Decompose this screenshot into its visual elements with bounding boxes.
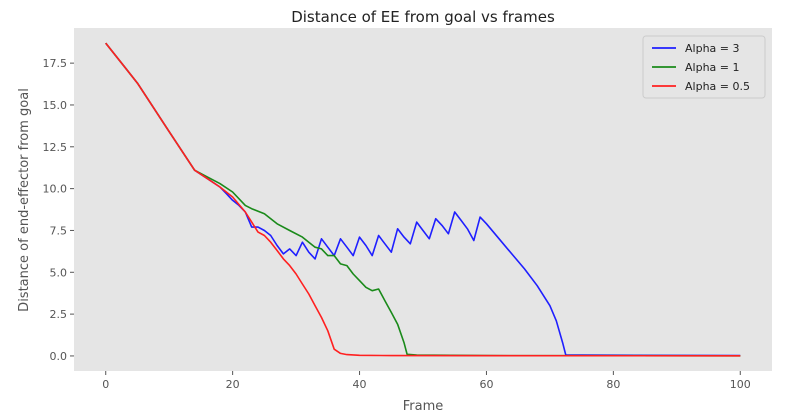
legend: Alpha = 3 Alpha = 1 Alpha = 0.5 <box>642 35 766 99</box>
y-axis: 0.0 2.5 5.0 7.5 10.0 12.5 15.0 17.5 <box>43 57 74 363</box>
y-tick-label: 10.0 <box>43 183 68 196</box>
x-tick-label: 80 <box>606 378 620 391</box>
x-tick-label: 60 <box>479 378 493 391</box>
chart-title: Distance of EE from goal vs frames <box>291 8 555 26</box>
y-tick-label: 5.0 <box>50 266 68 279</box>
x-axis: 0 20 40 60 80 100 <box>102 371 751 391</box>
series-lines <box>105 42 741 357</box>
legend-label: Alpha = 0.5 <box>685 80 750 93</box>
y-tick-label: 0.0 <box>50 350 68 363</box>
legend-label: Alpha = 1 <box>685 61 739 74</box>
y-tick-label: 12.5 <box>43 141 68 154</box>
x-tick-label: 20 <box>226 378 240 391</box>
y-tick-label: 2.5 <box>50 308 68 321</box>
series-line-0 <box>105 42 741 357</box>
y-tick-label: 17.5 <box>43 57 68 70</box>
x-tick-label: 40 <box>353 378 367 391</box>
series-line-1 <box>105 42 741 357</box>
x-tick-label: 0 <box>102 378 109 391</box>
y-tick-label: 7.5 <box>50 224 68 237</box>
x-axis-label: Frame <box>403 399 444 414</box>
y-tick-label: 15.0 <box>43 99 68 112</box>
legend-box <box>642 35 766 99</box>
legend-label: Alpha = 3 <box>685 42 739 55</box>
y-axis-label: Distance of end-effector from goal <box>17 88 32 312</box>
series-line-2 <box>105 42 741 357</box>
x-tick-label: 100 <box>730 378 751 391</box>
